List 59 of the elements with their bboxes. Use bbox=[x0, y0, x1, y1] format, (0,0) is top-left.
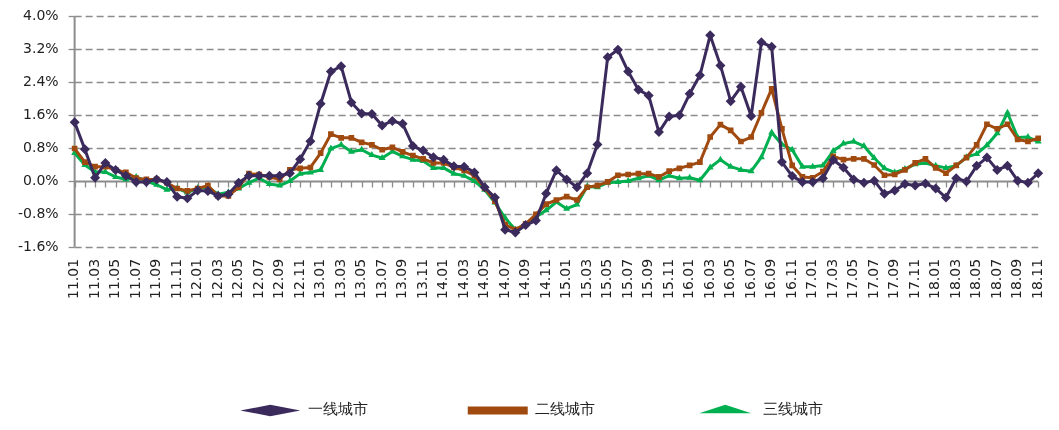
x-tick-label: 16.11 bbox=[782, 258, 799, 300]
legend-label: 三线城市 bbox=[762, 400, 823, 419]
x-tick-label: 15.09 bbox=[639, 258, 656, 300]
x-tick-label: 18.01 bbox=[926, 258, 943, 300]
x-tick-label: 17.05 bbox=[844, 258, 861, 300]
x-tick-label: 16.03 bbox=[700, 258, 717, 300]
x-tick-label: 12.09 bbox=[270, 258, 287, 300]
y-tick-label: 4.0% bbox=[23, 7, 59, 24]
x-tick-label: 16.07 bbox=[741, 258, 758, 300]
y-tick-label: 2.4% bbox=[23, 72, 59, 89]
x-tick-label: 13.07 bbox=[372, 258, 389, 300]
x-tick-label: 15.05 bbox=[598, 258, 615, 300]
x-tick-label: 13.09 bbox=[393, 258, 410, 300]
x-tick-label: 14.01 bbox=[434, 258, 451, 300]
x-tick-label: 16.01 bbox=[680, 258, 697, 300]
x-tick-label: 17.07 bbox=[864, 258, 881, 300]
x-tick-label: 12.07 bbox=[249, 258, 266, 300]
legend-label: 一线城市 bbox=[307, 400, 368, 419]
y-tick-label: 1.6% bbox=[23, 105, 59, 122]
x-tick-label: 18.09 bbox=[1008, 258, 1025, 300]
x-tick-label: 15.01 bbox=[557, 258, 574, 300]
x-tick-label: 18.11 bbox=[1028, 258, 1045, 300]
x-tick-label: 13.11 bbox=[413, 258, 430, 300]
x-tick-label: 12.11 bbox=[290, 258, 307, 300]
y-tick-label: 0.8% bbox=[23, 138, 59, 155]
x-tick-label: 16.09 bbox=[762, 258, 779, 300]
x-tick-label: 11.05 bbox=[106, 258, 123, 300]
x-tick-label: 14.09 bbox=[516, 258, 533, 300]
legend-label: 二线城市 bbox=[535, 400, 596, 419]
x-tick-label: 13.01 bbox=[311, 258, 328, 300]
x-tick-label: 18.07 bbox=[987, 258, 1004, 300]
x-tick-label: 17.03 bbox=[823, 258, 840, 300]
x-tick-label: 11.01 bbox=[65, 258, 82, 300]
x-tick-label: 12.01 bbox=[188, 258, 205, 300]
x-tick-label: 14.07 bbox=[495, 258, 512, 300]
y-tick-label: -0.8% bbox=[17, 204, 59, 221]
x-tick-label: 11.09 bbox=[147, 258, 164, 300]
x-tick-label: 14.03 bbox=[454, 258, 471, 300]
x-tick-label: 17.11 bbox=[905, 258, 922, 300]
x-tick-label: 14.11 bbox=[536, 258, 553, 300]
x-tick-label: 13.05 bbox=[352, 258, 369, 300]
x-tick-label: 11.11 bbox=[167, 258, 184, 300]
x-tick-label: 14.05 bbox=[475, 258, 492, 300]
x-tick-label: 16.05 bbox=[721, 258, 738, 300]
y-tick-label: -1.6% bbox=[17, 237, 59, 254]
x-tick-label: 13.03 bbox=[331, 258, 348, 300]
x-tick-label: 17.01 bbox=[803, 258, 820, 300]
x-tick-label: 12.03 bbox=[208, 258, 225, 300]
x-tick-label: 17.09 bbox=[885, 258, 902, 300]
x-tick-label: 15.11 bbox=[659, 258, 676, 300]
x-tick-label: 11.07 bbox=[126, 258, 143, 300]
y-tick-label: 3.2% bbox=[23, 39, 59, 56]
y-tick-label: 0.0% bbox=[23, 171, 59, 188]
x-tick-label: 18.05 bbox=[967, 258, 984, 300]
x-tick-label: 11.03 bbox=[85, 258, 102, 300]
x-tick-label: 15.03 bbox=[577, 258, 594, 300]
x-tick-label: 18.03 bbox=[946, 258, 963, 300]
x-tick-label: 12.05 bbox=[229, 258, 246, 300]
x-tick-label: 15.07 bbox=[618, 258, 635, 300]
